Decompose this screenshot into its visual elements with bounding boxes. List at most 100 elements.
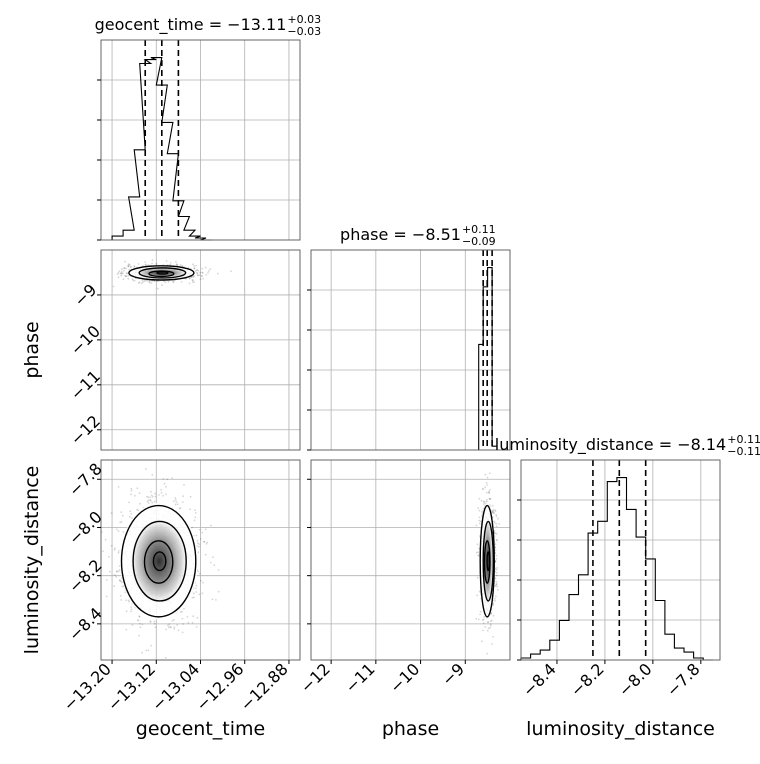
scatter-point <box>117 486 120 488</box>
scatter-point <box>478 547 481 550</box>
scatter-point <box>174 497 177 499</box>
scatter-point <box>146 280 149 282</box>
scatter-point <box>181 501 184 503</box>
scatter-point <box>203 540 206 543</box>
scatter-point <box>130 489 133 492</box>
scatter-point <box>154 492 157 495</box>
scatter-point <box>121 585 124 588</box>
scatter-point <box>195 587 197 590</box>
panel-frame <box>310 459 511 661</box>
scatter-point <box>197 570 200 572</box>
scatter-point <box>130 606 133 608</box>
scatter-point <box>118 569 121 571</box>
scatter-point <box>195 264 198 267</box>
scatter-point <box>120 268 123 270</box>
scatter-point <box>495 554 498 557</box>
scatter-point <box>201 271 204 274</box>
scatter-point <box>186 616 189 618</box>
scatter-point <box>495 558 498 560</box>
scatter-point <box>149 620 152 623</box>
scatter-point <box>150 644 153 647</box>
scatter-point <box>127 265 130 268</box>
scatter-point <box>193 596 195 599</box>
scatter-point <box>177 629 180 632</box>
x-tick-label: −13.20 <box>60 659 115 714</box>
scatter-point <box>496 571 498 574</box>
scatter-point <box>156 280 158 283</box>
scatter-point <box>482 618 485 621</box>
scatter-point <box>144 261 147 263</box>
scatter-point <box>125 267 127 270</box>
scatter-point <box>181 631 184 634</box>
scatter-point <box>477 554 479 557</box>
scatter-point <box>119 594 122 597</box>
scatter-point <box>125 275 128 277</box>
scatter-point <box>133 266 136 268</box>
scatter-point <box>486 652 489 655</box>
density-core <box>137 267 187 279</box>
scatter-point <box>482 503 485 505</box>
scatter-point <box>117 550 120 552</box>
scatter-point <box>122 531 125 533</box>
scatter-point <box>174 503 177 506</box>
scatter-point <box>477 551 480 554</box>
scatter-point <box>492 635 494 638</box>
scatter-point <box>129 265 132 268</box>
scatter-point <box>217 569 220 571</box>
scatter-point <box>112 285 115 288</box>
scatter-point <box>138 634 141 637</box>
scatter-point <box>179 264 182 266</box>
scatter-point <box>494 549 497 552</box>
scatter-point <box>102 550 104 553</box>
scatter-point <box>493 532 496 535</box>
scatter-point <box>497 589 499 591</box>
scatter-point <box>484 473 487 476</box>
scatter-point <box>204 266 207 269</box>
scatter-point <box>205 274 208 276</box>
scatter-point <box>114 574 116 576</box>
scatter-point <box>146 500 149 503</box>
title-plus: +0.03 <box>287 13 321 26</box>
y-tick-label: −12 <box>67 411 104 448</box>
scatter-point <box>201 275 203 277</box>
title-luminosity_distance: luminosity_distance = −8.14 <box>495 435 726 455</box>
scatter-point <box>181 610 183 613</box>
scatter-point <box>174 498 177 501</box>
scatter-point <box>140 282 143 284</box>
scatter-point <box>164 656 167 659</box>
scatter-point <box>494 510 497 513</box>
scatter-point <box>487 491 490 494</box>
contour-line <box>482 520 494 602</box>
title-phase: phase = −8.51 <box>340 225 461 244</box>
scatter-point <box>153 500 156 503</box>
scatter-point <box>210 524 212 527</box>
scatter-point <box>165 485 167 488</box>
scatter-point <box>147 499 150 502</box>
scatter-point <box>149 496 152 499</box>
scatter-point <box>148 280 151 283</box>
scatter-point <box>195 269 197 272</box>
scatter-point <box>196 274 199 276</box>
scatter-point <box>494 599 496 602</box>
scatter-point <box>475 617 478 620</box>
scatter-point <box>93 536 95 538</box>
scatter-point <box>168 623 171 626</box>
scatter-point <box>487 621 489 624</box>
scatter-point <box>498 523 501 525</box>
scatter-point <box>138 492 141 494</box>
scatter-point <box>198 545 200 548</box>
scatter-point <box>495 532 498 535</box>
scatter-point <box>128 501 131 504</box>
scatter-point <box>137 509 140 512</box>
scatter-point <box>488 492 491 494</box>
scatter-point <box>156 287 159 290</box>
scatter-point <box>187 621 190 624</box>
scatter-point <box>188 277 191 279</box>
scatter-point <box>476 543 479 546</box>
scatter-point <box>200 275 203 277</box>
scatter-point <box>195 534 198 537</box>
scatter-point <box>154 495 157 498</box>
scatter-point <box>99 595 101 597</box>
scatter-point <box>486 629 489 632</box>
scatter-point <box>211 598 214 601</box>
